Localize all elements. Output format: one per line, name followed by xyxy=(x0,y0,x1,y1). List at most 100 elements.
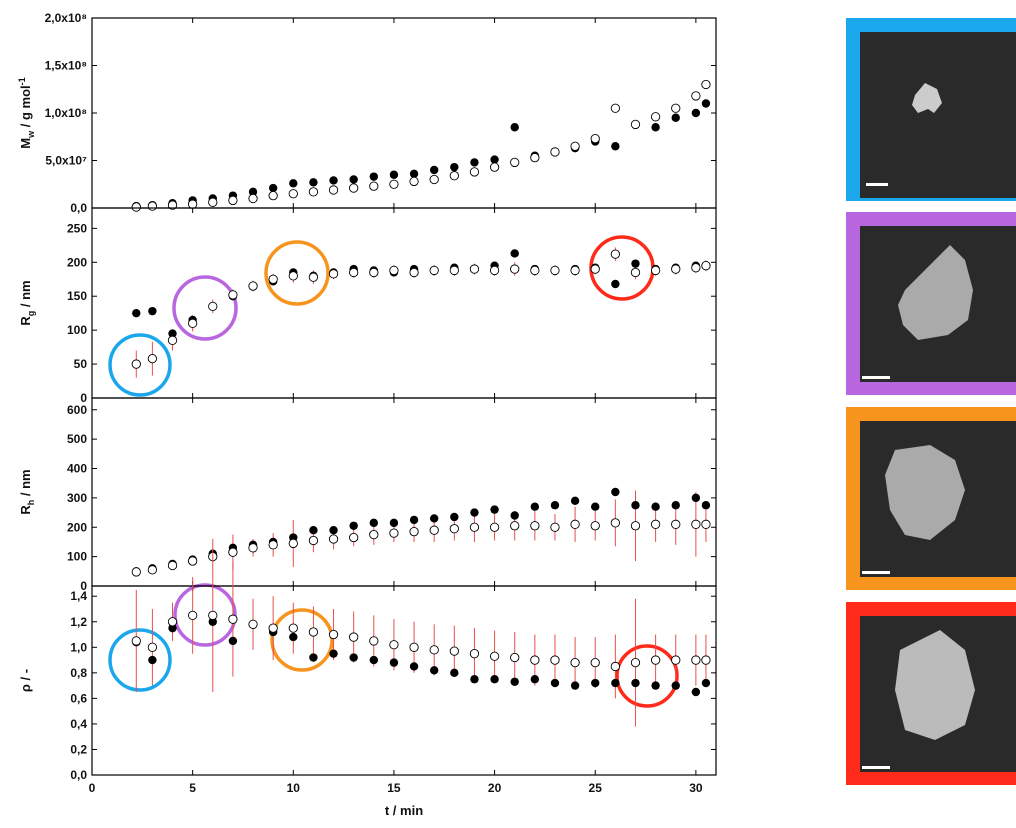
data-point xyxy=(490,505,499,514)
data-point xyxy=(148,655,157,665)
x-axis-label: t / min xyxy=(385,803,423,818)
data-point xyxy=(369,655,379,665)
data-point xyxy=(489,651,500,661)
data-point xyxy=(328,534,339,544)
data-point xyxy=(671,103,681,113)
data-point xyxy=(308,272,319,282)
data-point xyxy=(308,187,319,197)
data-point xyxy=(208,617,217,626)
data-point xyxy=(208,301,218,312)
data-point xyxy=(409,642,419,652)
data-point xyxy=(530,521,540,531)
data-point xyxy=(449,265,459,276)
particle xyxy=(895,630,975,740)
data-point xyxy=(650,112,661,122)
data-point xyxy=(409,267,419,278)
data-point xyxy=(671,655,681,665)
data-point xyxy=(489,522,500,532)
data-point xyxy=(187,610,198,621)
highlight-circle xyxy=(615,644,679,708)
data-point xyxy=(469,649,480,659)
data-point xyxy=(168,329,177,338)
y-tick-label: 0,4 xyxy=(70,717,87,731)
data-point xyxy=(671,501,680,510)
data-point xyxy=(691,687,701,697)
data-point xyxy=(591,678,600,688)
data-point xyxy=(590,521,600,531)
data-point xyxy=(248,193,258,204)
data-point xyxy=(610,103,621,113)
data-point xyxy=(167,560,178,571)
data-point xyxy=(248,543,258,553)
data-point xyxy=(489,162,500,172)
data-point xyxy=(469,264,480,274)
data-point xyxy=(208,197,218,207)
data-point xyxy=(701,678,711,688)
data-point xyxy=(691,91,701,101)
data-point xyxy=(469,522,480,532)
y-tick-label: 300 xyxy=(67,491,87,505)
x-tick-label: 20 xyxy=(488,781,502,795)
data-point xyxy=(268,190,278,201)
highlight-circle xyxy=(108,628,172,692)
data-point xyxy=(349,521,358,530)
label-main: R xyxy=(18,316,33,326)
data-point xyxy=(409,176,419,187)
data-point xyxy=(329,176,338,185)
y-tick-label: 100 xyxy=(67,550,87,564)
data-point xyxy=(671,113,680,122)
data-point xyxy=(409,169,419,178)
data-point xyxy=(349,653,358,662)
data-point xyxy=(450,162,459,172)
data-point xyxy=(611,279,620,289)
x-tick-label: 15 xyxy=(387,781,401,795)
y-tick-label: 1,0 xyxy=(70,640,87,654)
data-point xyxy=(701,501,711,510)
data-point xyxy=(288,189,298,199)
x-tick-label: 5 xyxy=(189,781,196,795)
data-point xyxy=(671,264,681,274)
data-point xyxy=(450,668,459,678)
y-axis-label: Rg / nm xyxy=(18,280,36,325)
data-point xyxy=(570,681,580,690)
data-point xyxy=(369,181,379,191)
data-point xyxy=(369,529,379,540)
data-point xyxy=(289,632,298,642)
data-point xyxy=(691,493,701,503)
data-point xyxy=(550,655,560,665)
y-tick-label: 0,6 xyxy=(70,691,87,705)
data-point xyxy=(591,502,600,511)
data-point xyxy=(671,681,680,690)
particle xyxy=(898,245,973,340)
data-point xyxy=(429,666,439,675)
data-point xyxy=(510,677,519,686)
data-point xyxy=(349,267,359,278)
data-point xyxy=(510,123,519,132)
data-point xyxy=(650,265,661,276)
y-tick-label: 50 xyxy=(74,357,88,371)
y-tick-label: 0,0 xyxy=(70,201,87,215)
data-point xyxy=(268,274,278,284)
data-point xyxy=(288,623,298,633)
data-point xyxy=(470,508,479,517)
data-point xyxy=(228,547,238,557)
data-point xyxy=(671,519,681,529)
data-point xyxy=(369,636,379,646)
data-point xyxy=(469,167,480,177)
micrographs xyxy=(846,18,1016,785)
scale-bar xyxy=(862,571,890,574)
data-point xyxy=(610,249,621,259)
data-point xyxy=(651,502,660,511)
data-point xyxy=(131,567,141,577)
data-point xyxy=(389,528,399,538)
data-point xyxy=(429,165,439,175)
data-point xyxy=(470,675,479,684)
data-point xyxy=(611,142,620,151)
data-point xyxy=(429,174,439,185)
data-point xyxy=(328,269,339,279)
data-point xyxy=(429,525,439,535)
label-rest: / g mol xyxy=(18,85,33,131)
y-axis-label: Mw / g mol-1 xyxy=(17,77,36,148)
data-point xyxy=(268,540,278,550)
data-point xyxy=(228,636,238,646)
